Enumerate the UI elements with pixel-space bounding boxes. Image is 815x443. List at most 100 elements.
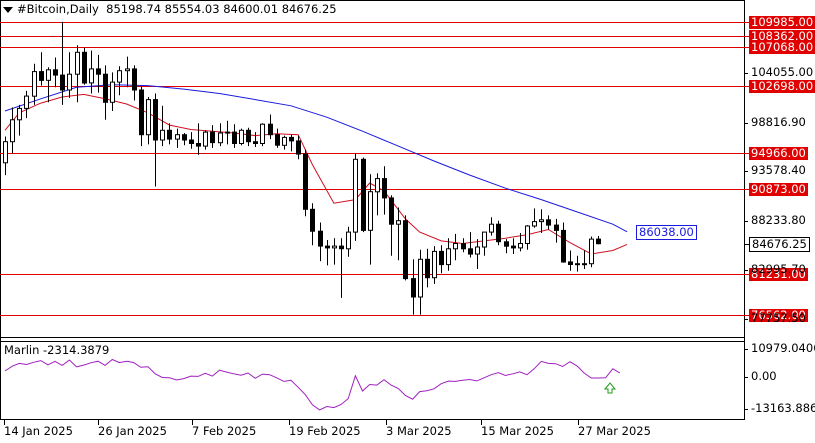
candle-body [153, 99, 158, 141]
candle-body [17, 107, 22, 121]
marlin-oscillator [4, 358, 621, 411]
candle-body [461, 243, 466, 250]
ma-value-label: 86038.00 [636, 225, 697, 240]
candle-body [24, 95, 29, 109]
level-label: 94966.00 [749, 146, 808, 160]
candle-body [382, 178, 387, 199]
candle-body [361, 158, 366, 231]
dropdown-triangle-icon[interactable] [3, 6, 13, 13]
candle-body [468, 248, 473, 255]
candle-body [568, 261, 573, 265]
candle-body [160, 129, 165, 141]
axis-ticks [4, 73, 749, 425]
ohlc-values: 85198.74 85554.03 84600.01 84676.25 [106, 2, 337, 16]
candle-body [260, 123, 265, 144]
candle-body [539, 219, 544, 223]
candle-body [318, 230, 323, 247]
time-tick-label: 15 Mar 2025 [481, 424, 554, 438]
candle-body [10, 119, 15, 143]
osc-tick-label: 0.00 [751, 369, 777, 383]
candle-body [175, 134, 180, 140]
candle-body [525, 225, 530, 244]
candle-body [210, 131, 215, 144]
candle-body [32, 71, 37, 97]
time-tick-label: 7 Feb 2025 [192, 424, 257, 438]
moving-averages [4, 84, 628, 255]
candle-body [589, 238, 594, 265]
candle-body [246, 129, 251, 143]
level-label: 81231.00 [749, 267, 808, 281]
candle-body [418, 258, 423, 298]
candlesticks [3, 21, 601, 315]
time-tick-label: 19 Feb 2025 [289, 424, 361, 438]
candle-body [289, 136, 294, 142]
candle-body [218, 132, 223, 144]
candle-body [67, 73, 72, 91]
candle-body [403, 220, 408, 280]
chart-header: #Bitcoin,Daily 85198.74 85554.03 84600.0… [3, 2, 337, 16]
current-price-label: 84676.25 [749, 237, 810, 252]
time-tick-label: 27 Mar 2025 [578, 424, 651, 438]
price-tick-label: 82995.70 [751, 262, 806, 276]
candle-body [375, 178, 380, 193]
candle-body [196, 143, 201, 147]
price-tick-label: 98816.90 [751, 115, 806, 129]
candle-body [39, 71, 44, 81]
price-tick-label: 104055.00 [751, 65, 814, 79]
horizontal-levels [0, 22, 749, 316]
candle-body [117, 70, 122, 83]
candle-body [89, 68, 94, 84]
candle-body [425, 258, 430, 279]
candle-body [411, 278, 416, 298]
candle-body [225, 131, 230, 134]
candle-body [582, 263, 587, 266]
candle-body [110, 81, 115, 103]
price-tick-label: 88233.80 [751, 213, 806, 227]
candle-body [496, 223, 501, 243]
candle-body [253, 141, 258, 144]
candle-body [353, 158, 358, 233]
candle-body [575, 263, 580, 266]
candle-body [310, 208, 315, 232]
candle-body [182, 134, 187, 141]
candle-body [446, 248, 451, 266]
level-label: 108362.00 [749, 29, 815, 43]
level-label: 109985.00 [749, 15, 815, 29]
candle-body [475, 246, 480, 255]
red-ma-line [4, 93, 628, 255]
candle-body [303, 153, 308, 210]
candle-body [46, 69, 51, 81]
osc-tick-label: -13163.8865 [751, 401, 815, 415]
up-arrow-icon [603, 382, 617, 394]
level-label: 76562.00 [749, 308, 808, 322]
candle-body [103, 73, 108, 103]
candle-body [53, 69, 58, 76]
candle-body [432, 250, 437, 279]
candle-body [489, 223, 494, 233]
candle-body [332, 245, 337, 249]
candle-body [239, 129, 244, 145]
level-label: 90873.00 [749, 182, 808, 196]
candle-body [139, 89, 144, 136]
candle-body [561, 229, 566, 263]
candle-body [146, 99, 151, 136]
candle-body [482, 231, 487, 248]
candle-body [203, 131, 208, 147]
candle-body [439, 250, 444, 266]
time-tick-label: 3 Mar 2025 [386, 424, 452, 438]
candle-body [132, 68, 137, 91]
chart-borders [0, 0, 745, 420]
candle-body [389, 197, 394, 225]
indicator-label: Marlin -2314.3879 [4, 343, 110, 357]
candle-body [368, 191, 373, 231]
candle-body [275, 134, 280, 146]
candle-body [596, 238, 601, 245]
candle-body [296, 140, 301, 155]
candle-body [189, 139, 194, 144]
candle-body [60, 74, 65, 91]
blue-ma-line [4, 84, 628, 233]
level-label: 107068.00 [749, 40, 815, 54]
candle-body [518, 243, 523, 249]
level-label: 102698.00 [749, 79, 815, 93]
